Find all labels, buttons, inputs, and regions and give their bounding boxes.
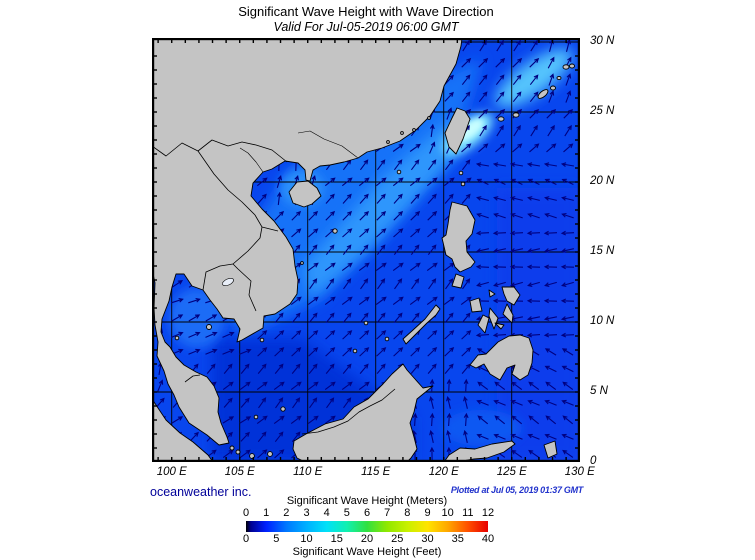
lat-tick-label: 10 N [590,315,615,327]
colorbar-tick-label: 15 [330,533,343,545]
land-hainan [288,180,322,208]
colorbar-tick-label: 1 [263,507,270,519]
colorbar-tick-label: 7 [384,507,391,519]
colorbar-tick-label: 2 [283,507,290,519]
colorbar-tick-label: 3 [303,507,310,519]
lon-tick-label: 125 E [496,466,527,478]
colorbar-tick-label: 30 [421,533,434,545]
page-title: Significant Wave Height with Wave Direct… [238,4,494,19]
colorbar-tick-label: 0 [242,533,250,545]
colorbar-tick-label: 5 [343,507,350,519]
land-luzon [441,201,476,273]
lat-tick-label: 15 N [590,245,615,257]
colorbar-tick-label: 6 [363,507,371,519]
valid-time-subtitle: Valid For Jul-05-2019 06:00 GMT [273,19,459,34]
lat-tick-label: 25 N [590,105,615,117]
colorbar-tick-label: 40 [481,533,495,545]
land-taiwan [444,107,471,155]
lon-tick-label: 105 E [224,466,255,478]
colorbar-tick-label: 9 [424,507,431,519]
colorbar-tick-label: 5 [273,533,280,545]
colorbar-tick-label: 0 [242,507,250,519]
country-borders [152,130,396,435]
colorbar-tick-label: 25 [391,533,404,545]
map-titles: Significant Wave Height with Wave Direct… [152,4,580,34]
lat-tick-label: 5 N [590,385,608,397]
map-canvas [151,37,581,463]
map-area [151,37,581,463]
plotted-at-text: Plotted at Jul 05, 2019 01:37 GMT [450,485,583,495]
colorbar-meters-ticks: 0 1 2 3 4 5 6 7 8 9 10 11 12 [242,507,494,520]
map-border [151,37,581,463]
lat-tick-label: 20 N [590,175,615,187]
colorbar-tick-label: 35 [451,533,464,545]
lon-tick-label: 100 E [156,466,187,478]
land-mainland-asia [152,38,463,446]
lon-tick-label: 120 E [428,466,459,478]
colorbar-gradient [246,521,488,532]
land-sumatra [152,398,214,462]
land-palawan [402,304,441,345]
land-borneo [292,363,434,462]
lon-tick-label: 115 E [361,466,391,478]
lon-tick-label: 110 E [293,466,323,478]
credit-text: oceanweather inc. [150,485,252,499]
colorbar-tick-label: 10 [300,533,313,545]
colorbar-tick-label: 12 [481,507,495,519]
colorbar-title-meters: Significant Wave Height (Meters) [286,495,448,507]
colorbar-feet-ticks: 0 5 10 15 20 25 30 35 40 [242,533,494,546]
colorbar-tick-label: 11 [462,507,474,519]
colorbar-tick-label: 20 [360,533,374,545]
lon-tick-label: 130 E [564,466,595,478]
colorbar-title-feet: Significant Wave Height (Feet) [292,546,442,558]
colorbar-tick-label: 4 [323,507,330,519]
colorbar-tick-label: 8 [404,507,411,519]
lake-tonle-sap [222,277,234,287]
colorbar-tick-label: 10 [441,507,454,519]
lat-tick-label: 0 [590,455,597,467]
land-masses [152,38,575,462]
lat-tick-label: 30 N [590,35,615,47]
land-mindanao [469,334,534,381]
